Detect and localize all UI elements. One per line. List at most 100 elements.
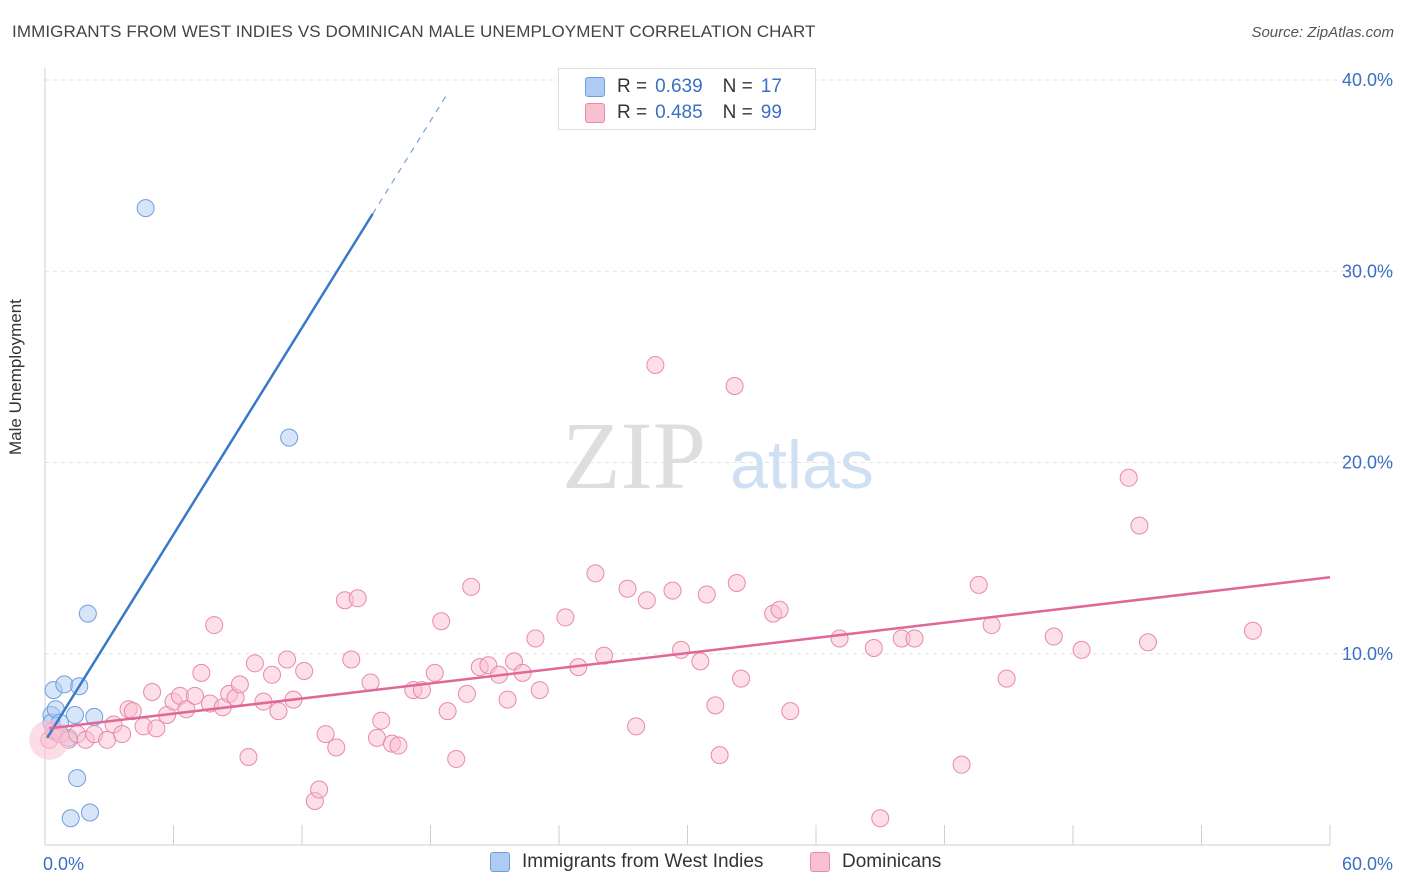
- dominicans-point: [663, 581, 682, 600]
- dominicans-point: [1072, 640, 1091, 659]
- watermark-atlas: atlas: [730, 427, 874, 503]
- west-indies-point: [80, 803, 99, 822]
- dominicans-point: [239, 748, 258, 767]
- series-swatch-west-indies: [490, 852, 510, 872]
- dominicans-point: [185, 686, 204, 705]
- grid-lines: [45, 79, 1395, 655]
- west-indies-point: [61, 809, 80, 828]
- dominicans-point: [637, 591, 656, 610]
- dominicans-point: [269, 702, 288, 721]
- data-points: [29, 199, 1262, 828]
- y-tick-label: 20.0%: [1342, 453, 1393, 473]
- dominicans-point: [147, 719, 166, 738]
- dominicans-point: [1138, 633, 1157, 652]
- dominicans-point: [781, 702, 800, 721]
- west-indies-point: [55, 675, 74, 694]
- legend-row-dominicans: R = 0.485 N = 99: [585, 100, 782, 126]
- dominicans-point: [295, 661, 314, 680]
- legend-n-label: N =: [722, 76, 753, 97]
- dominicans-trend-line: [49, 576, 1331, 730]
- series-legend-dominicans[interactable]: Dominicans: [810, 851, 941, 873]
- dominicans-point: [432, 612, 451, 631]
- watermark-zip: ZIP: [562, 402, 706, 509]
- west-indies-point: [280, 428, 299, 447]
- dominicans-point: [732, 669, 751, 688]
- dominicans-point: [710, 746, 729, 765]
- series-legend-label: Dominicans: [842, 851, 942, 872]
- series-legend: Immigrants from West Indies Dominicans: [0, 851, 1406, 877]
- dominicans-point: [327, 738, 346, 757]
- dominicans-point: [1044, 627, 1063, 646]
- chart-title: IMMIGRANTS FROM WEST INDIES VS DOMINICAN…: [12, 22, 816, 41]
- legend-r-value: 0.485: [655, 102, 703, 123]
- dominicans-point: [310, 780, 329, 799]
- dominicans-point: [1243, 621, 1262, 640]
- x-tick-label: 0.0%: [43, 854, 84, 874]
- dominicans-point: [205, 616, 224, 635]
- series-legend-label: Immigrants from West Indies: [522, 851, 764, 872]
- dominicans-point: [245, 654, 264, 673]
- dominicans-point: [447, 749, 466, 768]
- x-tick-label: 60.0%: [1342, 854, 1393, 874]
- tick-labels: 10.0% 20.0% 30.0% 40.0% 0.0% 60.0%: [43, 70, 1393, 874]
- west-indies-trend-line: [46, 213, 374, 739]
- dominicans-point: [725, 377, 744, 395]
- legend-row-west-indies: R = 0.639 N = 17: [585, 74, 782, 100]
- legend-n-label: N =: [722, 102, 753, 123]
- dominicans-point: [556, 608, 575, 627]
- dominicans-point: [263, 665, 282, 684]
- dominicans-point: [230, 675, 249, 694]
- dominicans-point: [618, 579, 637, 598]
- dominicans-point: [727, 573, 746, 592]
- dominicans-point: [586, 564, 605, 583]
- dominicans-point: [697, 585, 716, 604]
- dominicans-point: [342, 650, 361, 669]
- y-tick-label: 10.0%: [1342, 644, 1393, 664]
- dominicans-point: [969, 575, 988, 594]
- trend-lines: [46, 93, 1331, 739]
- dominicans-point: [905, 629, 924, 648]
- dominicans-point: [691, 652, 710, 671]
- source-label: Source: ZipAtlas.com: [1251, 24, 1394, 41]
- dominicans-point: [627, 717, 646, 736]
- west-indies-point: [65, 705, 84, 724]
- west-indies-point: [68, 769, 87, 788]
- west-indies-point: [78, 604, 97, 623]
- series-swatch-dominicans: [810, 852, 830, 872]
- dominicans-point: [367, 728, 386, 747]
- legend-n-value: 99: [760, 102, 782, 123]
- dominicans-point: [830, 629, 849, 648]
- series-legend-west-indies[interactable]: Immigrants from West Indies: [490, 851, 763, 873]
- y-tick-label: 40.0%: [1342, 70, 1393, 90]
- dominicans-point: [1119, 468, 1138, 487]
- dominicans-point: [864, 639, 883, 658]
- dominicans-point: [278, 650, 297, 669]
- dominicans-point: [646, 355, 665, 374]
- y-tick-label: 30.0%: [1342, 261, 1393, 281]
- west-indies-point: [136, 199, 155, 218]
- dominicans-point: [372, 711, 391, 730]
- legend-n-value: 17: [760, 76, 782, 97]
- dominicans-point: [113, 725, 132, 744]
- legend-swatch-dominicans: [585, 103, 605, 123]
- dominicans-point: [462, 577, 481, 596]
- dominicans-point: [457, 684, 476, 703]
- dominicans-point: [498, 690, 517, 709]
- legend-swatch-west-indies: [585, 77, 605, 97]
- west-indies-trend-extension: [372, 93, 449, 215]
- dominicans-point: [389, 736, 408, 755]
- correlation-legend: R = 0.639 N = 17 R = 0.485 N = 99: [558, 68, 816, 130]
- dominicans-point: [871, 809, 890, 828]
- dominicans-point: [672, 640, 691, 659]
- dominicans-cluster-point: [29, 719, 70, 760]
- legend-r-label: R =: [617, 76, 648, 97]
- dominicans-point: [530, 681, 549, 700]
- dominicans-point: [438, 702, 457, 721]
- dominicans-point: [952, 755, 971, 774]
- legend-r-value: 0.639: [655, 76, 703, 97]
- dominicans-point: [361, 673, 380, 692]
- dominicans-point: [316, 725, 335, 744]
- dominicans-point: [192, 663, 211, 682]
- dominicans-point: [997, 669, 1016, 688]
